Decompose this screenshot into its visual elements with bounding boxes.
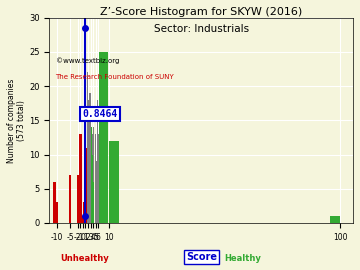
Bar bbox=[93, 182, 94, 223]
Bar bbox=[79, 134, 82, 223]
Y-axis label: Number of companies
(573 total): Number of companies (573 total) bbox=[7, 78, 26, 163]
Bar bbox=[91, 127, 92, 223]
Bar bbox=[100, 141, 101, 223]
Bar bbox=[87, 72, 88, 223]
Bar bbox=[91, 127, 92, 223]
Bar bbox=[53, 182, 56, 223]
Bar bbox=[98, 134, 100, 223]
Text: Unhealthy: Unhealthy bbox=[60, 254, 108, 262]
Bar bbox=[101, 120, 102, 223]
Bar bbox=[77, 175, 79, 223]
Bar bbox=[86, 148, 87, 223]
Text: ©www.textbiz.org: ©www.textbiz.org bbox=[55, 57, 119, 64]
Bar bbox=[69, 175, 71, 223]
Bar bbox=[104, 175, 105, 223]
Bar bbox=[97, 100, 98, 223]
Bar bbox=[88, 100, 89, 223]
Bar bbox=[89, 93, 91, 223]
Text: Healthy: Healthy bbox=[224, 254, 261, 262]
Bar bbox=[99, 52, 108, 223]
Bar bbox=[56, 202, 58, 223]
Text: Score: Score bbox=[186, 252, 217, 262]
Bar bbox=[96, 161, 97, 223]
Bar bbox=[92, 134, 93, 223]
Text: Sector: Industrials: Sector: Industrials bbox=[154, 24, 249, 34]
Bar bbox=[95, 134, 96, 223]
Bar bbox=[109, 141, 119, 223]
Bar bbox=[83, 202, 84, 223]
Bar bbox=[93, 127, 94, 223]
Bar bbox=[92, 154, 93, 223]
Title: Z’-Score Histogram for SKYW (2016): Z’-Score Histogram for SKYW (2016) bbox=[100, 7, 302, 17]
Text: The Research Foundation of SUNY: The Research Foundation of SUNY bbox=[55, 74, 174, 80]
Bar bbox=[84, 168, 85, 223]
Bar bbox=[102, 141, 103, 223]
Bar bbox=[330, 216, 340, 223]
Bar bbox=[82, 216, 84, 223]
Text: 0.8464: 0.8464 bbox=[82, 109, 118, 119]
